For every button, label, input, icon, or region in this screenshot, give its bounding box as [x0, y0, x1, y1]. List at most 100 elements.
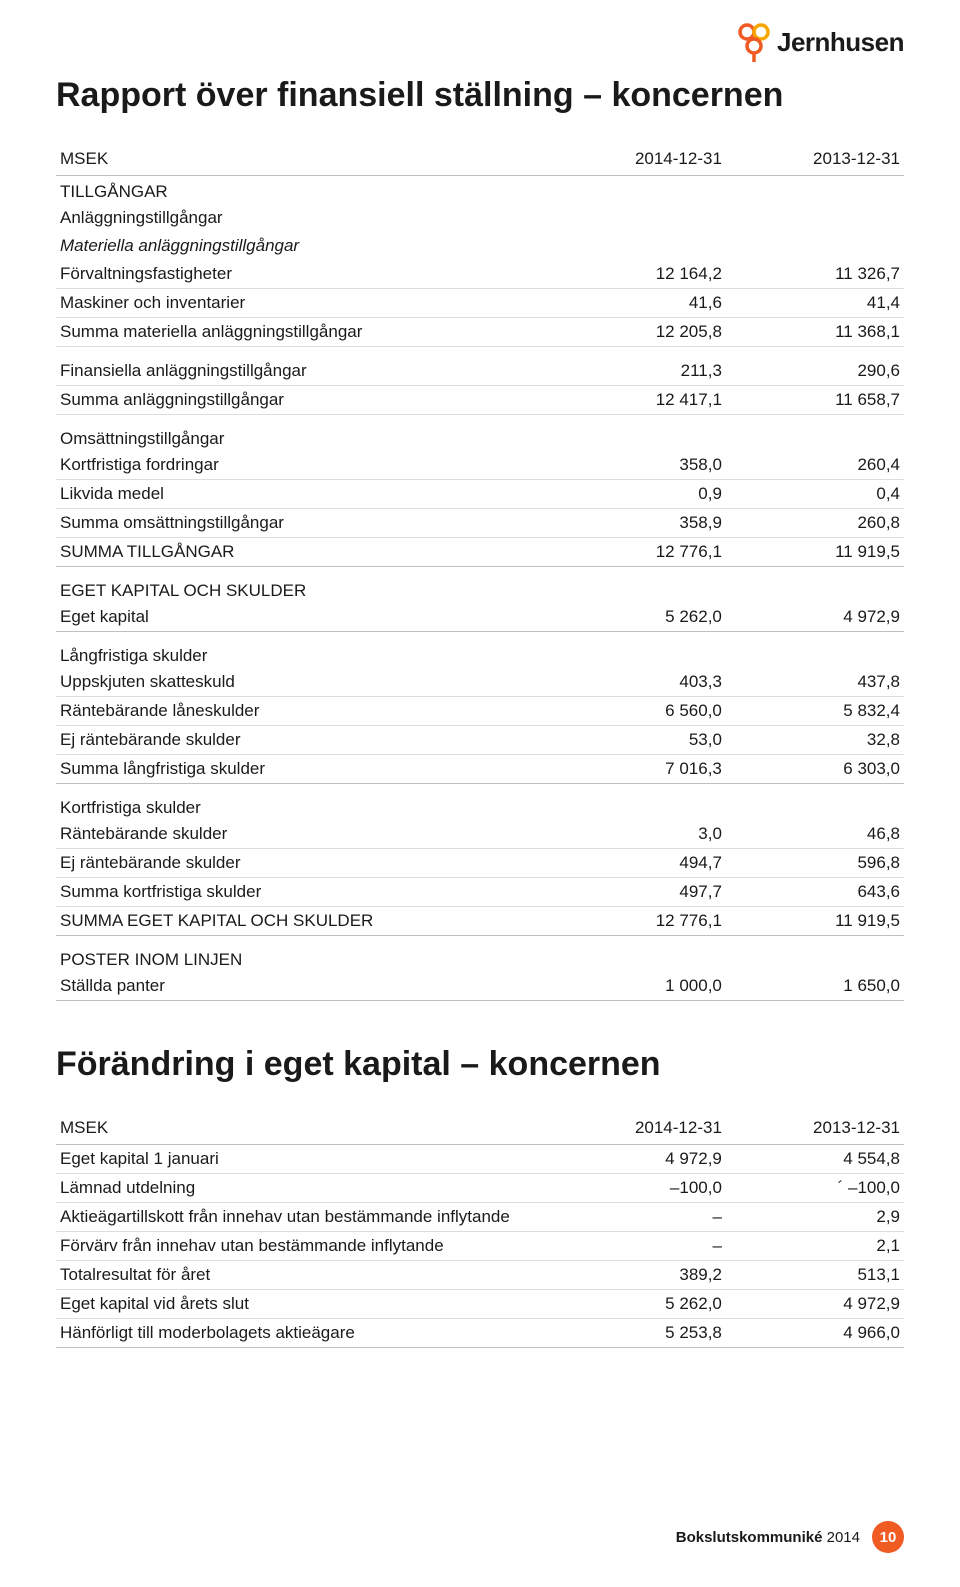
row-value: 5 262,0 — [548, 603, 726, 632]
table-header-row: MSEK 2014-12-31 2013-12-31 — [56, 1112, 904, 1145]
row-value: 32,8 — [726, 725, 904, 754]
row-value: 211,3 — [548, 357, 726, 386]
table-row — [56, 347, 904, 357]
row-value: 4 972,9 — [726, 1289, 904, 1318]
row-value: 41,6 — [548, 289, 726, 318]
row-value: 12 164,2 — [548, 260, 726, 289]
table-row: Summa materiella anläggningstillgångar12… — [56, 318, 904, 347]
col-header: 2013-12-31 — [726, 143, 904, 176]
row-label: Summa långfristiga skulder — [56, 754, 548, 783]
row-label: Förvärv från innehav utan bestämmande in… — [56, 1231, 548, 1260]
table-row: Lämnad utdelning–100,0´ –100,0 — [56, 1173, 904, 1202]
page-number-badge: 10 — [872, 1521, 904, 1553]
row-label: Eget kapital — [56, 603, 548, 632]
row-value — [726, 414, 904, 451]
row-value: 6 560,0 — [548, 696, 726, 725]
row-value: 12 417,1 — [548, 385, 726, 414]
table-row: Summa långfristiga skulder7 016,36 303,0 — [56, 754, 904, 783]
row-value: 358,0 — [548, 451, 726, 480]
table-row: Ställda panter1 000,01 650,0 — [56, 972, 904, 1001]
table-row: Eget kapital 1 januari4 972,94 554,8 — [56, 1144, 904, 1173]
row-value — [548, 935, 726, 972]
row-value: 437,8 — [726, 668, 904, 697]
row-value — [726, 204, 904, 232]
row-value: 11 326,7 — [726, 260, 904, 289]
row-label: Summa materiella anläggningstillgångar — [56, 318, 548, 347]
row-label: Summa anläggningstillgångar — [56, 385, 548, 414]
table-row: Ej räntebärande skulder53,032,8 — [56, 725, 904, 754]
row-label: Lämnad utdelning — [56, 1173, 548, 1202]
row-value — [548, 232, 726, 260]
row-value: 643,6 — [726, 877, 904, 906]
table-row: SUMMA TILLGÅNGAR12 776,111 919,5 — [56, 537, 904, 566]
row-value — [548, 783, 726, 820]
table-row: Kortfristiga fordringar358,0260,4 — [56, 451, 904, 480]
row-value: 53,0 — [548, 725, 726, 754]
table-row: Räntebärande låneskulder6 560,05 832,4 — [56, 696, 904, 725]
col-header: 2014-12-31 — [548, 143, 726, 176]
row-label: POSTER INOM LINJEN — [56, 935, 548, 972]
row-value: – — [548, 1202, 726, 1231]
row-value: 0,4 — [726, 479, 904, 508]
row-value — [726, 232, 904, 260]
row-value: 5 262,0 — [548, 1289, 726, 1318]
row-value: 11 919,5 — [726, 906, 904, 935]
row-value: 2,9 — [726, 1202, 904, 1231]
row-value — [548, 566, 726, 603]
row-label: Ej räntebärande skulder — [56, 848, 548, 877]
table-row: POSTER INOM LINJEN — [56, 935, 904, 972]
table-row: Eget kapital vid årets slut5 262,04 972,… — [56, 1289, 904, 1318]
row-value: 260,8 — [726, 508, 904, 537]
row-value: 2,1 — [726, 1231, 904, 1260]
table-row: Summa omsättningstillgångar358,9260,8 — [56, 508, 904, 537]
brand-name: Jernhusen — [777, 27, 904, 58]
row-value: 12 205,8 — [548, 318, 726, 347]
row-value: 358,9 — [548, 508, 726, 537]
table-row: Ej räntebärande skulder494,7596,8 — [56, 848, 904, 877]
row-value: 11 368,1 — [726, 318, 904, 347]
row-value: 7 016,3 — [548, 754, 726, 783]
row-value: 260,4 — [726, 451, 904, 480]
page-title-2: Förändring i eget kapital – koncernen — [56, 1045, 904, 1084]
row-value: 4 966,0 — [726, 1318, 904, 1347]
row-value: 497,7 — [548, 877, 726, 906]
row-label: SUMMA TILLGÅNGAR — [56, 537, 548, 566]
row-value: 11 919,5 — [726, 537, 904, 566]
row-value: 389,2 — [548, 1260, 726, 1289]
row-value: 1 000,0 — [548, 972, 726, 1001]
table-row: Summa kortfristiga skulder497,7643,6 — [56, 877, 904, 906]
row-label: Eget kapital vid årets slut — [56, 1289, 548, 1318]
table-row: Anläggningstillgångar — [56, 204, 904, 232]
row-label: Räntebärande skulder — [56, 820, 548, 849]
table-row: Uppskjuten skatteskuld403,3437,8 — [56, 668, 904, 697]
row-value: ´ –100,0 — [726, 1173, 904, 1202]
row-label: Ej räntebärande skulder — [56, 725, 548, 754]
row-label: Ställda panter — [56, 972, 548, 1001]
row-label: Uppskjuten skatteskuld — [56, 668, 548, 697]
col-header: MSEK — [56, 143, 548, 176]
footer: Bokslutskommuniké 2014 10 — [676, 1521, 904, 1553]
table-row: Omsättningstillgångar — [56, 414, 904, 451]
col-header: 2014-12-31 — [548, 1112, 726, 1145]
row-value: 46,8 — [726, 820, 904, 849]
row-value: 11 658,7 — [726, 385, 904, 414]
row-label: Materiella anläggningstillgångar — [56, 232, 548, 260]
table-row: Eget kapital5 262,04 972,9 — [56, 603, 904, 632]
equity-change-table: MSEK 2014-12-31 2013-12-31 Eget kapital … — [56, 1112, 904, 1348]
row-label: Långfristiga skulder — [56, 631, 548, 668]
row-value: 41,4 — [726, 289, 904, 318]
row-label: Kortfristiga skulder — [56, 783, 548, 820]
row-value: –100,0 — [548, 1173, 726, 1202]
row-label: TILLGÅNGAR — [56, 176, 548, 205]
row-value — [726, 566, 904, 603]
row-label: Omsättningstillgångar — [56, 414, 548, 451]
row-label: Aktieägartillskott från innehav utan bes… — [56, 1202, 548, 1231]
row-label: Eget kapital 1 januari — [56, 1144, 548, 1173]
table-row: Förvaltningsfastigheter12 164,211 326,7 — [56, 260, 904, 289]
row-label: Anläggningstillgångar — [56, 204, 548, 232]
row-value: 494,7 — [548, 848, 726, 877]
table-row: SUMMA EGET KAPITAL OCH SKULDER12 776,111… — [56, 906, 904, 935]
row-value: 3,0 — [548, 820, 726, 849]
col-header: 2013-12-31 — [726, 1112, 904, 1145]
table-row: Aktieägartillskott från innehav utan bes… — [56, 1202, 904, 1231]
